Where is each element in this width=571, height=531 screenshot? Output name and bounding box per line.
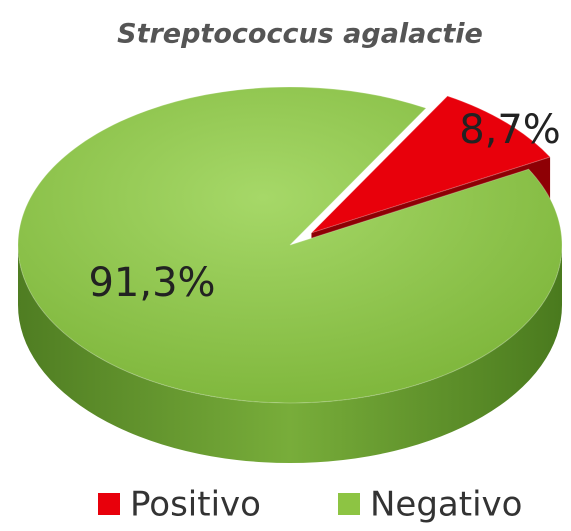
data-label: 8,7% bbox=[459, 107, 561, 153]
legend-swatch bbox=[338, 493, 360, 515]
legend-label: Negativo bbox=[370, 485, 522, 525]
slice bbox=[311, 95, 551, 234]
slice-side bbox=[18, 245, 562, 463]
chart-title: Streptococcus agalactie bbox=[117, 19, 483, 50]
slice bbox=[17, 86, 563, 404]
legend-swatch bbox=[98, 493, 120, 515]
data-label: 91,3% bbox=[88, 260, 215, 306]
legend-label: Positivo bbox=[130, 485, 261, 525]
